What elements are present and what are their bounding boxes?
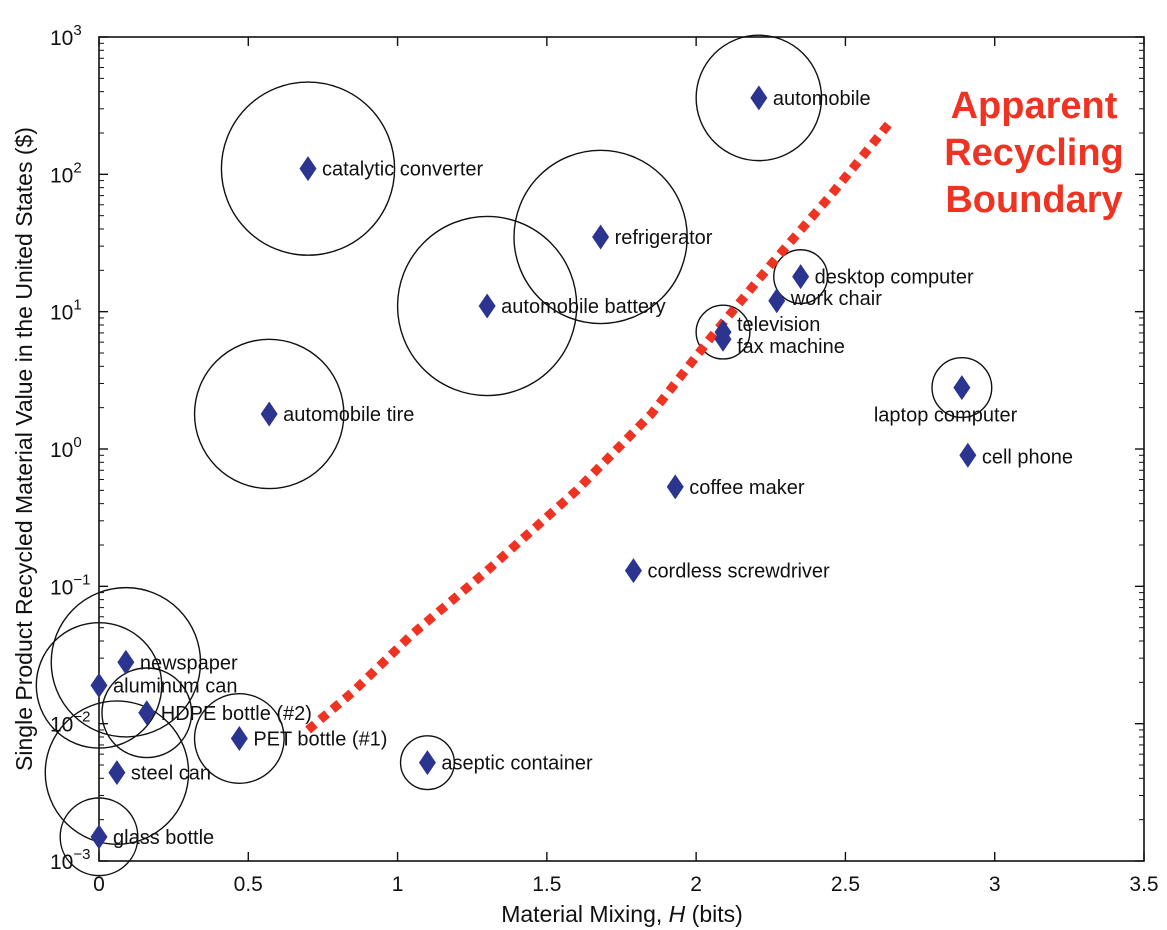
- x-axis: 0 0.5 1 1.5 2 2.5 3 3.5: [93, 37, 1159, 896]
- boundary-label-line: Recycling: [944, 132, 1124, 174]
- boundary-label-line: Apparent: [951, 85, 1118, 127]
- circle-automobile-tire: [193, 338, 345, 490]
- circle-newspaper: [50, 586, 202, 738]
- boundary-label-line: Boundary: [945, 179, 1122, 221]
- label-desktop-computer: desktop computer: [815, 267, 974, 289]
- y-tick-label: 10−1: [50, 571, 90, 599]
- label-catalytic-converter: catalytic converter: [322, 159, 484, 181]
- y-tick-label: 103: [50, 22, 82, 50]
- circle-glass-bottle: [59, 797, 139, 877]
- label-aluminum-can: aluminum can: [113, 675, 238, 697]
- marker-cordless-screwdriver: [624, 558, 642, 584]
- circle-steel-can: [44, 700, 190, 845]
- marker-automobile: [750, 85, 768, 111]
- label-glass-bottle: glass bottle: [113, 827, 214, 849]
- marker-automobile-tire: [260, 401, 278, 427]
- data-markers: [90, 85, 977, 850]
- marker-pet-bottle-1: [230, 725, 248, 751]
- label-automobile: automobile: [773, 88, 871, 110]
- label-automobile-battery: automobile battery: [501, 296, 666, 318]
- y-axis-title: Single Product Recycled Material Value i…: [11, 127, 37, 771]
- circle-catalytic-converter: [220, 81, 396, 256]
- y-tick-label: 10−3: [50, 846, 90, 874]
- point-labels: automobile catalytic converter refrigerato…: [113, 88, 1073, 849]
- circle-refrigerator: [513, 149, 688, 325]
- label-cell-phone: cell phone: [982, 446, 1073, 468]
- marker-fax-machine: [714, 326, 732, 352]
- circle-aluminum-can: [35, 621, 163, 749]
- marker-automobile-battery: [478, 293, 496, 319]
- marker-glass-bottle: [90, 824, 108, 850]
- circle-aseptic-container: [399, 735, 455, 791]
- marker-catalytic-converter: [299, 156, 317, 182]
- circle-automobile: [695, 34, 823, 162]
- circle-television: [695, 304, 751, 360]
- label-newspaper: newspaper: [140, 652, 238, 674]
- label-automobile-tire: automobile tire: [283, 404, 414, 426]
- x-tick-label: 0: [93, 873, 105, 896]
- x-axis-title: Material Mixing, H (bits): [501, 901, 743, 927]
- marker-aluminum-can: [90, 672, 108, 698]
- value-circles: [35, 34, 993, 877]
- x-tick-label: 0.5: [234, 873, 263, 896]
- x-tick-label: 1.5: [532, 873, 561, 896]
- marker-coffee-maker: [666, 474, 684, 500]
- y-tick-label: 100: [50, 434, 82, 462]
- label-work-chair: work chair: [790, 288, 882, 310]
- marker-desktop-computer: [792, 264, 810, 290]
- marker-refrigerator: [592, 224, 610, 250]
- marker-laptop-computer: [953, 375, 971, 401]
- label-cordless-screwdriver: cordless screwdriver: [647, 561, 830, 583]
- label-steel-can: steel can: [131, 763, 211, 785]
- y-tick-label: 101: [50, 297, 82, 325]
- label-coffee-maker: coffee maker: [689, 477, 805, 499]
- recycling-boundary-line: [305, 119, 894, 734]
- x-tick-label: 2.5: [831, 873, 860, 896]
- label-television: television: [737, 314, 820, 336]
- x-tick-label: 3.5: [1129, 873, 1158, 896]
- circle-pet-bottle-1: [193, 692, 285, 784]
- marker-cell-phone: [959, 442, 977, 468]
- y-tick-label: 102: [50, 159, 82, 187]
- circle-desktop-computer: [773, 249, 829, 305]
- marker-aseptic-container: [418, 750, 436, 776]
- marker-steel-can: [108, 760, 126, 786]
- boundary-polyline: [305, 119, 894, 734]
- label-pet-bottle-1: PET bottle (#1): [253, 728, 387, 750]
- label-fax-machine: fax machine: [737, 336, 845, 358]
- label-laptop-computer: laptop computer: [874, 405, 1018, 427]
- x-tick-label: 2: [690, 873, 702, 896]
- label-hdpe-bottle-2: HDPE bottle (#2): [161, 703, 312, 725]
- marker-work-chair: [768, 288, 786, 314]
- label-aseptic-container: aseptic container: [441, 753, 593, 775]
- circle-laptop-computer: [931, 357, 993, 419]
- x-tick-label: 3: [989, 873, 1001, 896]
- boundary-label: Apparent Recycling Boundary: [944, 85, 1124, 221]
- circle-automobile-battery: [396, 215, 578, 397]
- marker-newspaper: [117, 649, 135, 675]
- marker-hdpe-bottle-2: [138, 700, 156, 726]
- x-tick-label: 1: [392, 873, 404, 896]
- label-refrigerator: refrigerator: [615, 227, 713, 249]
- circle-hdpe-bottle-2: [101, 667, 193, 759]
